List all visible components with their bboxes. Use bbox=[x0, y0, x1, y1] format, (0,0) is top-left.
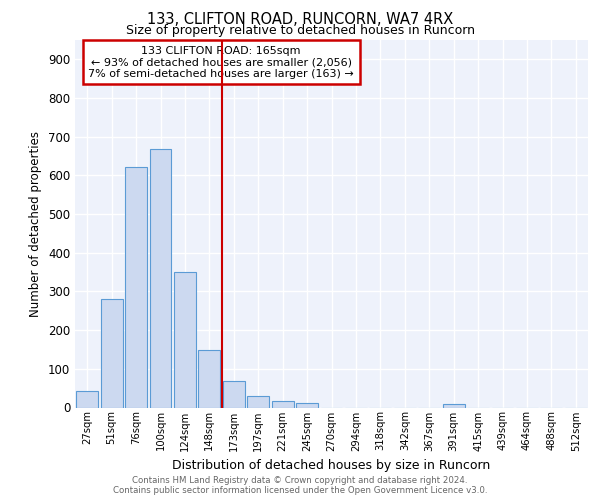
Bar bbox=[223, 381, 245, 407]
Text: Contains public sector information licensed under the Open Government Licence v3: Contains public sector information licen… bbox=[113, 486, 487, 495]
Bar bbox=[247, 396, 269, 407]
X-axis label: Distribution of detached houses by size in Runcorn: Distribution of detached houses by size … bbox=[172, 459, 491, 472]
Bar bbox=[174, 272, 196, 407]
Bar bbox=[199, 350, 220, 408]
Bar bbox=[125, 168, 147, 408]
Bar bbox=[149, 149, 172, 407]
Bar bbox=[272, 400, 293, 407]
Y-axis label: Number of detached properties: Number of detached properties bbox=[29, 130, 43, 317]
Text: 133, CLIFTON ROAD, RUNCORN, WA7 4RX: 133, CLIFTON ROAD, RUNCORN, WA7 4RX bbox=[147, 12, 453, 28]
Bar bbox=[101, 299, 122, 408]
Text: 133 CLIFTON ROAD: 165sqm
← 93% of detached houses are smaller (2,056)
7% of semi: 133 CLIFTON ROAD: 165sqm ← 93% of detach… bbox=[88, 46, 354, 78]
Text: Size of property relative to detached houses in Runcorn: Size of property relative to detached ho… bbox=[125, 24, 475, 37]
Bar bbox=[443, 404, 464, 407]
Bar bbox=[296, 403, 318, 407]
Bar bbox=[76, 392, 98, 407]
Text: Contains HM Land Registry data © Crown copyright and database right 2024.: Contains HM Land Registry data © Crown c… bbox=[132, 476, 468, 485]
